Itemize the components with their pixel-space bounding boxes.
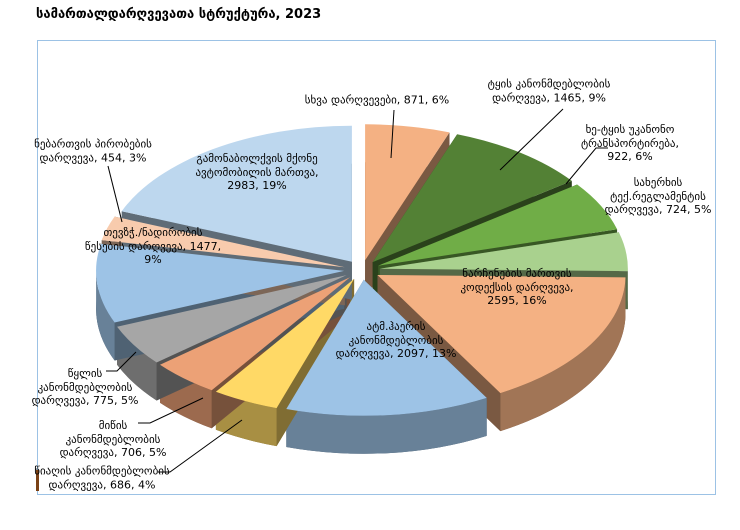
slice-label-permit-conditions: ნებართვის პირობების დარღვევა, 454, 3% — [34, 137, 152, 165]
slice-label-water-law: წყლის კანონმდებლობის დარღვევა, 775, 5% — [31, 366, 139, 407]
slice-label-vehicle-emission: გამონაბოლქვის მქონე ავტომობილის მართვა, 29… — [195, 151, 319, 192]
pie-slice-sawmill-regulation[interactable] — [379, 232, 628, 272]
pie-slice-timber-transport[interactable] — [378, 184, 618, 266]
slice-label-air-law: ატმ.ჰაერის კანონმდებლობის დარღვევა, 2097, … — [335, 319, 457, 360]
pie-slice-land-law[interactable] — [160, 277, 350, 391]
slice-label-timber-transport: ხე-ტყის უკანონო ტრანსპორტირება, 922, 6% — [580, 122, 680, 163]
pie-slice-air-law[interactable] — [286, 279, 487, 416]
leader-line-water-law — [106, 351, 137, 372]
chart-title: სამართალდარღვევათა სტრუქტურა, 2023 — [36, 7, 322, 22]
pie-slice-rim-fishing-hunting — [96, 270, 115, 361]
leader-line-subsoil-law — [158, 419, 243, 473]
pie-slice-other[interactable] — [365, 124, 450, 261]
leader-line-other — [390, 109, 395, 159]
leader-line-timber-transport — [565, 147, 608, 185]
leader-line-permit-conditions — [107, 165, 123, 223]
pie-slice-waste-code[interactable] — [377, 275, 626, 394]
pie-slice-rim-waste-code — [500, 277, 626, 432]
slice-label-land-law: მიწის კანონმდებლობის დარღვევა, 706, 5% — [59, 418, 167, 459]
pie-slice-water-law[interactable] — [117, 275, 347, 363]
pie-slice-vehicle-emission[interactable] — [121, 125, 352, 262]
slice-label-fishing-hunting: თევზჭ./ნადირობის წესების დარღვევა, 1477, 9… — [84, 225, 222, 266]
pie-slice-permit-conditions[interactable] — [101, 216, 345, 268]
pie-slice-fishing-hunting[interactable] — [96, 243, 345, 323]
frame-left-mark — [36, 470, 39, 491]
pie-slice-subsoil-law[interactable] — [215, 278, 355, 409]
pie-slice-forest-law[interactable] — [372, 134, 572, 263]
slice-label-subsoil-law: წიაღის კანონმდებლობის დარღვევა, 686, 4% — [34, 464, 170, 492]
slice-label-forest-law: ტყის კანონმდებლობის დარღვევა, 1465, 9% — [487, 77, 611, 105]
slice-label-waste-code: ნარჩენების მართვის კოდექსის დარღვევა, 2595… — [460, 266, 574, 307]
leader-line-land-law — [138, 397, 204, 424]
slice-label-sawmill-regulation: სახერხის ტექ.რეგლამენტის დარღვევა, 724, 5% — [604, 175, 712, 216]
slice-label-other: სხვა დარღვევები, 871, 6% — [304, 93, 450, 107]
pie-slice-rim-air-law — [286, 397, 487, 454]
leader-line-forest-law — [499, 108, 564, 171]
